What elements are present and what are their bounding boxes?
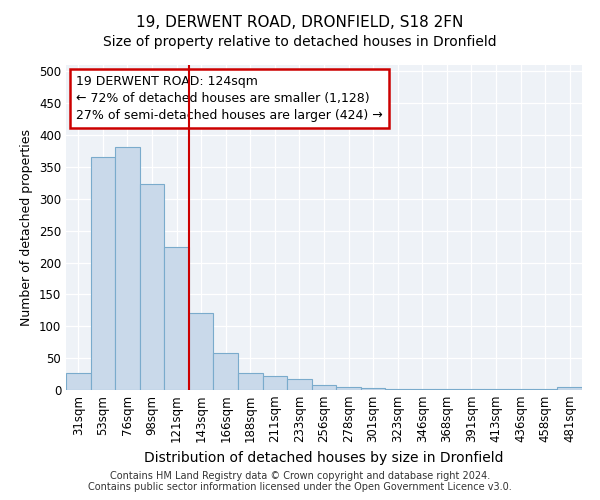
Bar: [361, 388, 385, 390]
Bar: [385, 388, 410, 390]
Text: Size of property relative to detached houses in Dronfield: Size of property relative to detached ho…: [103, 35, 497, 49]
Bar: [140, 184, 164, 390]
Bar: [164, 246, 189, 390]
Y-axis label: Number of detached properties: Number of detached properties: [20, 129, 34, 326]
Bar: [287, 379, 312, 390]
Text: 19, DERWENT ROAD, DRONFIELD, S18 2FN: 19, DERWENT ROAD, DRONFIELD, S18 2FN: [136, 15, 464, 30]
Bar: [189, 313, 214, 390]
Bar: [312, 385, 336, 390]
Bar: [336, 387, 361, 390]
Bar: [263, 376, 287, 390]
X-axis label: Distribution of detached houses by size in Dronfield: Distribution of detached houses by size …: [144, 451, 504, 465]
Bar: [214, 353, 238, 390]
Text: 19 DERWENT ROAD: 124sqm
← 72% of detached houses are smaller (1,128)
27% of semi: 19 DERWENT ROAD: 124sqm ← 72% of detache…: [76, 74, 383, 122]
Bar: [410, 388, 434, 390]
Text: Contains HM Land Registry data © Crown copyright and database right 2024.
Contai: Contains HM Land Registry data © Crown c…: [88, 471, 512, 492]
Bar: [91, 158, 115, 390]
Bar: [66, 373, 91, 390]
Bar: [557, 388, 582, 390]
Bar: [115, 146, 140, 390]
Bar: [238, 373, 263, 390]
